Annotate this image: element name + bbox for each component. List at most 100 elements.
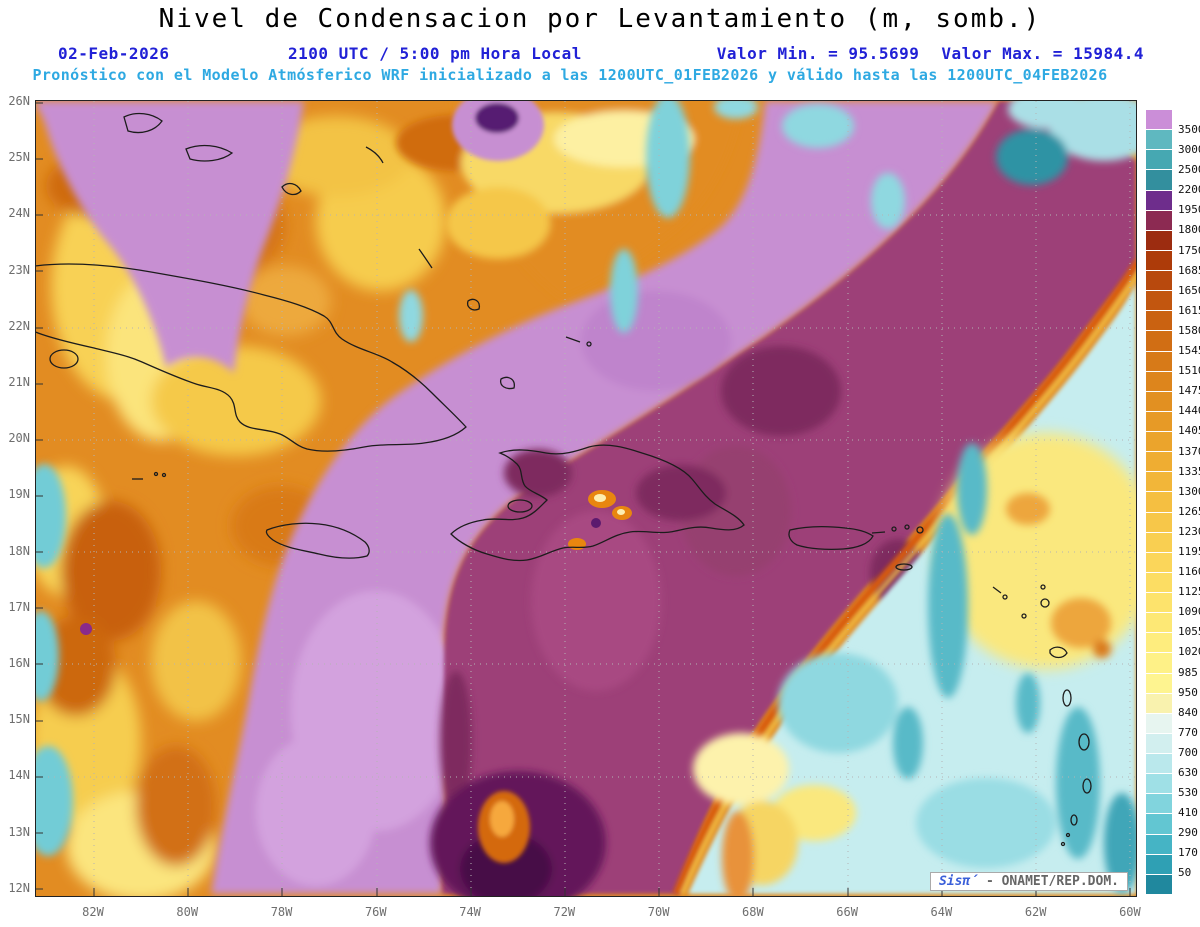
lat-label: 12N xyxy=(8,880,30,895)
vieques xyxy=(871,531,886,534)
colorbar-swatch xyxy=(1146,551,1172,572)
value-max: Valor Max. = 15984.4 xyxy=(941,44,1144,63)
colorbar-label: 1300 xyxy=(1178,484,1200,498)
purple-max-blob-top-center xyxy=(452,101,544,161)
lat-label: 20N xyxy=(8,431,30,446)
attribution-text: - ONAMET/REP.DOM. xyxy=(985,874,1119,889)
lat-label: 18N xyxy=(8,543,30,558)
lat-label: 14N xyxy=(8,768,30,783)
colorbar-label: 1750 xyxy=(1178,243,1200,257)
colorbar-swatch xyxy=(1146,833,1172,854)
colorbar-swatch xyxy=(1146,290,1172,311)
lon-label: 76W xyxy=(364,905,387,919)
colorbar xyxy=(1146,110,1172,894)
lon-label: 60W xyxy=(1119,905,1141,919)
colorbar-label: 1475 xyxy=(1178,384,1200,398)
colorbar-swatch xyxy=(1146,350,1172,371)
forecast-time: 2100 UTC / 5:00 pm Hora Local xyxy=(288,44,582,63)
colorbar-swatch xyxy=(1146,310,1172,331)
colorbar-label: 950 xyxy=(1178,685,1198,699)
colorbar-label: 3500 xyxy=(1178,123,1200,136)
colorbar-swatch xyxy=(1146,249,1172,270)
colorbar-swatch xyxy=(1146,793,1172,814)
isla-juventud xyxy=(49,349,79,369)
sispi-brand: Sisπ́ xyxy=(938,874,979,889)
colorbar-label: 1510 xyxy=(1178,364,1200,378)
colorbar-swatch xyxy=(1146,471,1172,492)
orchid-high-lcl-region xyxy=(36,101,999,894)
st-croix xyxy=(895,563,913,571)
lat-label: 26N xyxy=(8,94,30,108)
page-title: Nivel de Condensacion por Levantamiento … xyxy=(158,4,1042,34)
colorbar-swatch xyxy=(1146,712,1172,733)
colorbar-label: 1440 xyxy=(1178,404,1200,418)
colorbar-swatch xyxy=(1146,169,1172,190)
lon-label: 64W xyxy=(930,905,953,919)
colorbar-swatch xyxy=(1146,390,1172,411)
colorbar-labels: 3500 3000 2500 2200 1950 1800 1750 1685 1650 1615… xyxy=(1178,123,1200,880)
colorbar-label: 1650 xyxy=(1178,283,1200,297)
colorbar-label: 50 xyxy=(1178,866,1192,880)
colorbar-label: 410 xyxy=(1178,806,1198,820)
colorbar-swatch xyxy=(1146,753,1172,774)
colorbar-swatch xyxy=(1146,531,1172,552)
model-init-line: Pronóstico con el Modelo Atmósferico WRF… xyxy=(32,66,1108,84)
lat-label: 22N xyxy=(8,318,30,333)
lon-label: 62W xyxy=(1024,905,1047,919)
virgin-islands xyxy=(891,526,897,532)
colorbar-swatch xyxy=(1146,370,1172,391)
lat-label: 25N xyxy=(8,150,30,165)
colorbar-swatch xyxy=(1146,129,1172,150)
lon-label: 80W xyxy=(176,905,199,919)
st-kitts xyxy=(992,586,1002,594)
colorbar-label: 1160 xyxy=(1178,565,1200,579)
local-extreme-spots xyxy=(80,490,632,635)
colorbar-label: 1020 xyxy=(1178,645,1200,659)
colorbar-swatch xyxy=(1146,571,1172,592)
colorbar-swatch xyxy=(1146,491,1172,512)
colorbar-label: 2500 xyxy=(1178,163,1200,177)
colorbar-label: 985 xyxy=(1178,665,1198,679)
colorbar-label: 630 xyxy=(1178,766,1198,779)
lon-label: 68W xyxy=(742,905,764,919)
jamaica-coastline xyxy=(265,522,370,559)
lon-label: 72W xyxy=(553,905,576,919)
colorbar-label: 2200 xyxy=(1178,183,1200,197)
colorbar-swatch xyxy=(1146,652,1172,673)
colorbar-swatch xyxy=(1146,209,1172,230)
lat-label: 19N xyxy=(8,487,30,502)
colorbar-label: 290 xyxy=(1178,826,1198,840)
bahamas-islands xyxy=(123,112,163,134)
lat-label: 17N xyxy=(8,599,30,614)
latitude-axis-labels: 26N 25N 24N 23N 22N 21N 20N 19N 18N 17N 16N 15N 14N 1… xyxy=(2,95,30,895)
colorbar-label: 1405 xyxy=(1178,424,1200,438)
colorbar-swatch xyxy=(1146,672,1172,693)
martinique xyxy=(1078,733,1090,751)
colorbar-swatch xyxy=(1146,732,1172,753)
lat-label: 16N xyxy=(8,656,30,671)
colorbar-swatch xyxy=(1146,330,1172,351)
lon-label: 70W xyxy=(647,905,670,919)
colorbar-label: 1580 xyxy=(1178,323,1200,337)
minmax-values: Valor Min. = 95.5699 Valor Max. = 15984.… xyxy=(717,44,1144,63)
puerto-rico-coastline xyxy=(788,526,874,551)
colorbar-swatch xyxy=(1146,612,1172,633)
colorbar-label: 1370 xyxy=(1178,444,1200,458)
colorbar-label: 1615 xyxy=(1178,303,1200,317)
attribution-box: Sisπ́ - ONAMET/REP.DOM. xyxy=(929,872,1128,891)
colorbar-label: 1800 xyxy=(1178,223,1200,237)
colorbar-swatch xyxy=(1146,189,1172,210)
forecast-date: 02-Feb-2026 xyxy=(58,44,170,63)
colorbar-label: 770 xyxy=(1178,725,1198,739)
lon-label: 82W xyxy=(82,905,104,919)
montserrat xyxy=(1021,613,1027,619)
lcl-contour-map xyxy=(36,101,1136,896)
colorbar-swatch xyxy=(1146,431,1172,452)
lat-label: 13N xyxy=(8,824,30,839)
dominica xyxy=(1062,689,1072,707)
hispaniola-coastline xyxy=(450,444,745,562)
axis-ticks xyxy=(36,102,1131,896)
colorbar-swatch xyxy=(1146,813,1172,834)
lat-label: 23N xyxy=(8,262,30,277)
